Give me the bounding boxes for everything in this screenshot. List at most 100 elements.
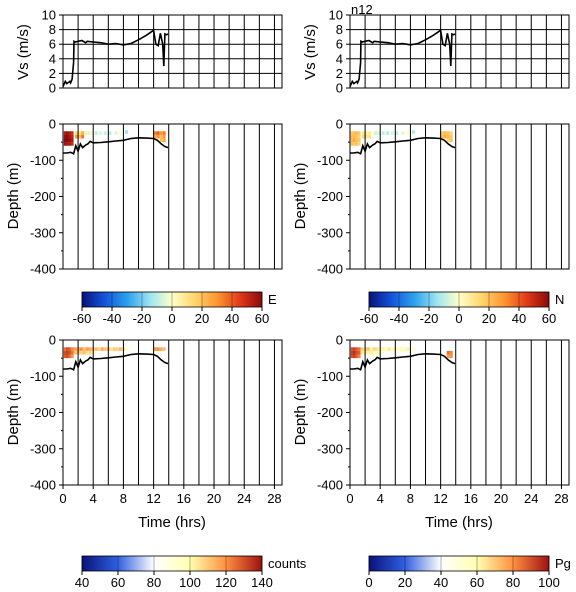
heatmap-cell (443, 134, 447, 139)
heatmap-cell (353, 350, 356, 355)
heatmap-cell (70, 134, 74, 139)
heatmap-cell (78, 131, 82, 135)
heatmap-cell (85, 350, 89, 355)
heatmap-cell (162, 138, 166, 143)
heatmap-cell (402, 347, 406, 351)
ytick-label: -400 (30, 478, 56, 493)
heatmap-cell (357, 350, 361, 355)
heatmap-cell (350, 350, 354, 355)
depth-panel-N-frame (349, 123, 570, 270)
heatmap-cell (384, 347, 388, 351)
heatmap-cell (70, 131, 74, 135)
ytick-label: -100 (30, 153, 56, 168)
depth-panel-Pg-xticks: 0 4 8 12 16 20 24 28 (346, 485, 569, 506)
heatmap-cell (68, 350, 72, 355)
heatmap-cell (360, 347, 364, 351)
vs-panel-left-grid (63, 14, 282, 89)
heatmap-cell (362, 131, 366, 135)
heatmap-cell (118, 131, 122, 135)
colorbar-counts-bar (81, 555, 263, 572)
colorbar-tick-label: 40 (225, 311, 239, 326)
depth-panel-Pg-xlabel: Time (hrs) (425, 514, 493, 531)
heatmap-cell (357, 142, 361, 146)
xtick-label: 16 (464, 491, 478, 506)
colorbar-tick-label: 100 (179, 575, 201, 590)
heatmap-cell (353, 134, 356, 139)
heatmap-cell (82, 350, 86, 355)
heatmap-cell (350, 138, 354, 143)
heatmap-cell (375, 350, 379, 355)
heatmap-cell (112, 347, 116, 351)
heatmap-cell (371, 131, 375, 135)
xtick-label: 28 (267, 491, 281, 506)
ytick-label: -200 (30, 405, 56, 420)
heatmap-cell (355, 142, 359, 146)
heatmap-cell (386, 131, 390, 135)
colorbar-tick-label: -20 (420, 311, 439, 326)
heatmap-cell (162, 131, 166, 135)
heatmap-cell (156, 131, 160, 135)
heatmap-cell (449, 350, 453, 355)
heatmap-cell (63, 138, 67, 143)
heatmap-cell (446, 134, 450, 139)
ytick-label: -200 (317, 189, 343, 204)
colorbar-tick-label: -20 (133, 311, 152, 326)
heatmap-cell (350, 354, 354, 359)
heatmap-cell (103, 347, 107, 351)
heatmap-cell (405, 131, 409, 135)
ytick-label: 8 (336, 22, 343, 37)
heatmap-cell (412, 347, 416, 351)
heatmap-cell (401, 131, 405, 135)
depth-panel-Pg-yticks: 0 -100 -200 -300 -400 (317, 333, 350, 493)
colorbar-tick-label: 20 (195, 311, 209, 326)
depth-panel-Pg: 0 -100 -200 -300 -400 0 4 8 12 16 20 24 28 Depth (m… (292, 333, 570, 531)
depth-panel-counts-cells (63, 347, 166, 359)
heatmap-cell (449, 134, 453, 139)
colorbar-tick-label: 20 (398, 575, 412, 590)
colorbar-tick-label: 20 (482, 311, 496, 326)
depth-panel-Pg-cells (350, 347, 453, 359)
heatmap-cell (63, 142, 67, 146)
heatmap-cell (159, 138, 163, 143)
heatmap-cell (353, 142, 356, 146)
heatmap-cell (372, 350, 376, 355)
heatmap-cell (365, 131, 369, 135)
heatmap-cell (375, 347, 379, 351)
heatmap-cell (70, 138, 74, 143)
xtick-label: 8 (120, 491, 127, 506)
colorbar-N-ticks: -60 -40 -20 0 20 40 60 (360, 292, 556, 326)
depth-panel-E-frame (62, 123, 283, 270)
depth-panel-Pg-frame (349, 339, 570, 486)
colorbar-counts: 40 60 80 100 120 140 counts (75, 555, 307, 590)
ytick-label: -400 (317, 478, 343, 493)
depth-panel-counts-grid (77, 340, 275, 485)
colorbar-Pg-bar (368, 555, 550, 572)
heatmap-cell (368, 134, 372, 139)
heatmap-cell (97, 347, 101, 351)
xtick-label: 24 (237, 491, 251, 506)
heatmap-cell (108, 131, 112, 135)
heatmap-cell (381, 347, 385, 351)
heatmap-cell (94, 131, 98, 135)
heatmap-cell (68, 134, 72, 139)
heatmap-cell (350, 134, 354, 139)
heatmap-cell (66, 347, 69, 351)
heatmap-cell (70, 354, 74, 359)
heatmap-cell (159, 347, 163, 351)
ytick-label: -100 (317, 153, 343, 168)
heatmap-cell (81, 134, 85, 139)
heatmap-cell (357, 347, 361, 351)
heatmap-cell (390, 347, 394, 351)
heatmap-cell (85, 347, 89, 351)
depth-panel-Pg-grid (364, 340, 562, 485)
heatmap-cell (88, 350, 92, 355)
ytick-label: 4 (49, 51, 56, 66)
depth-panel-Pg-ylabel: Depth (m) (292, 379, 309, 446)
heatmap-cell (377, 131, 381, 135)
depth-panel-E-cells (63, 130, 166, 146)
heatmap-cell (63, 134, 67, 139)
depth-panel-E: 0 -100 -200 -300 -400 Depth (m) (5, 117, 283, 277)
colorbar-tick-label: -60 (73, 311, 92, 326)
